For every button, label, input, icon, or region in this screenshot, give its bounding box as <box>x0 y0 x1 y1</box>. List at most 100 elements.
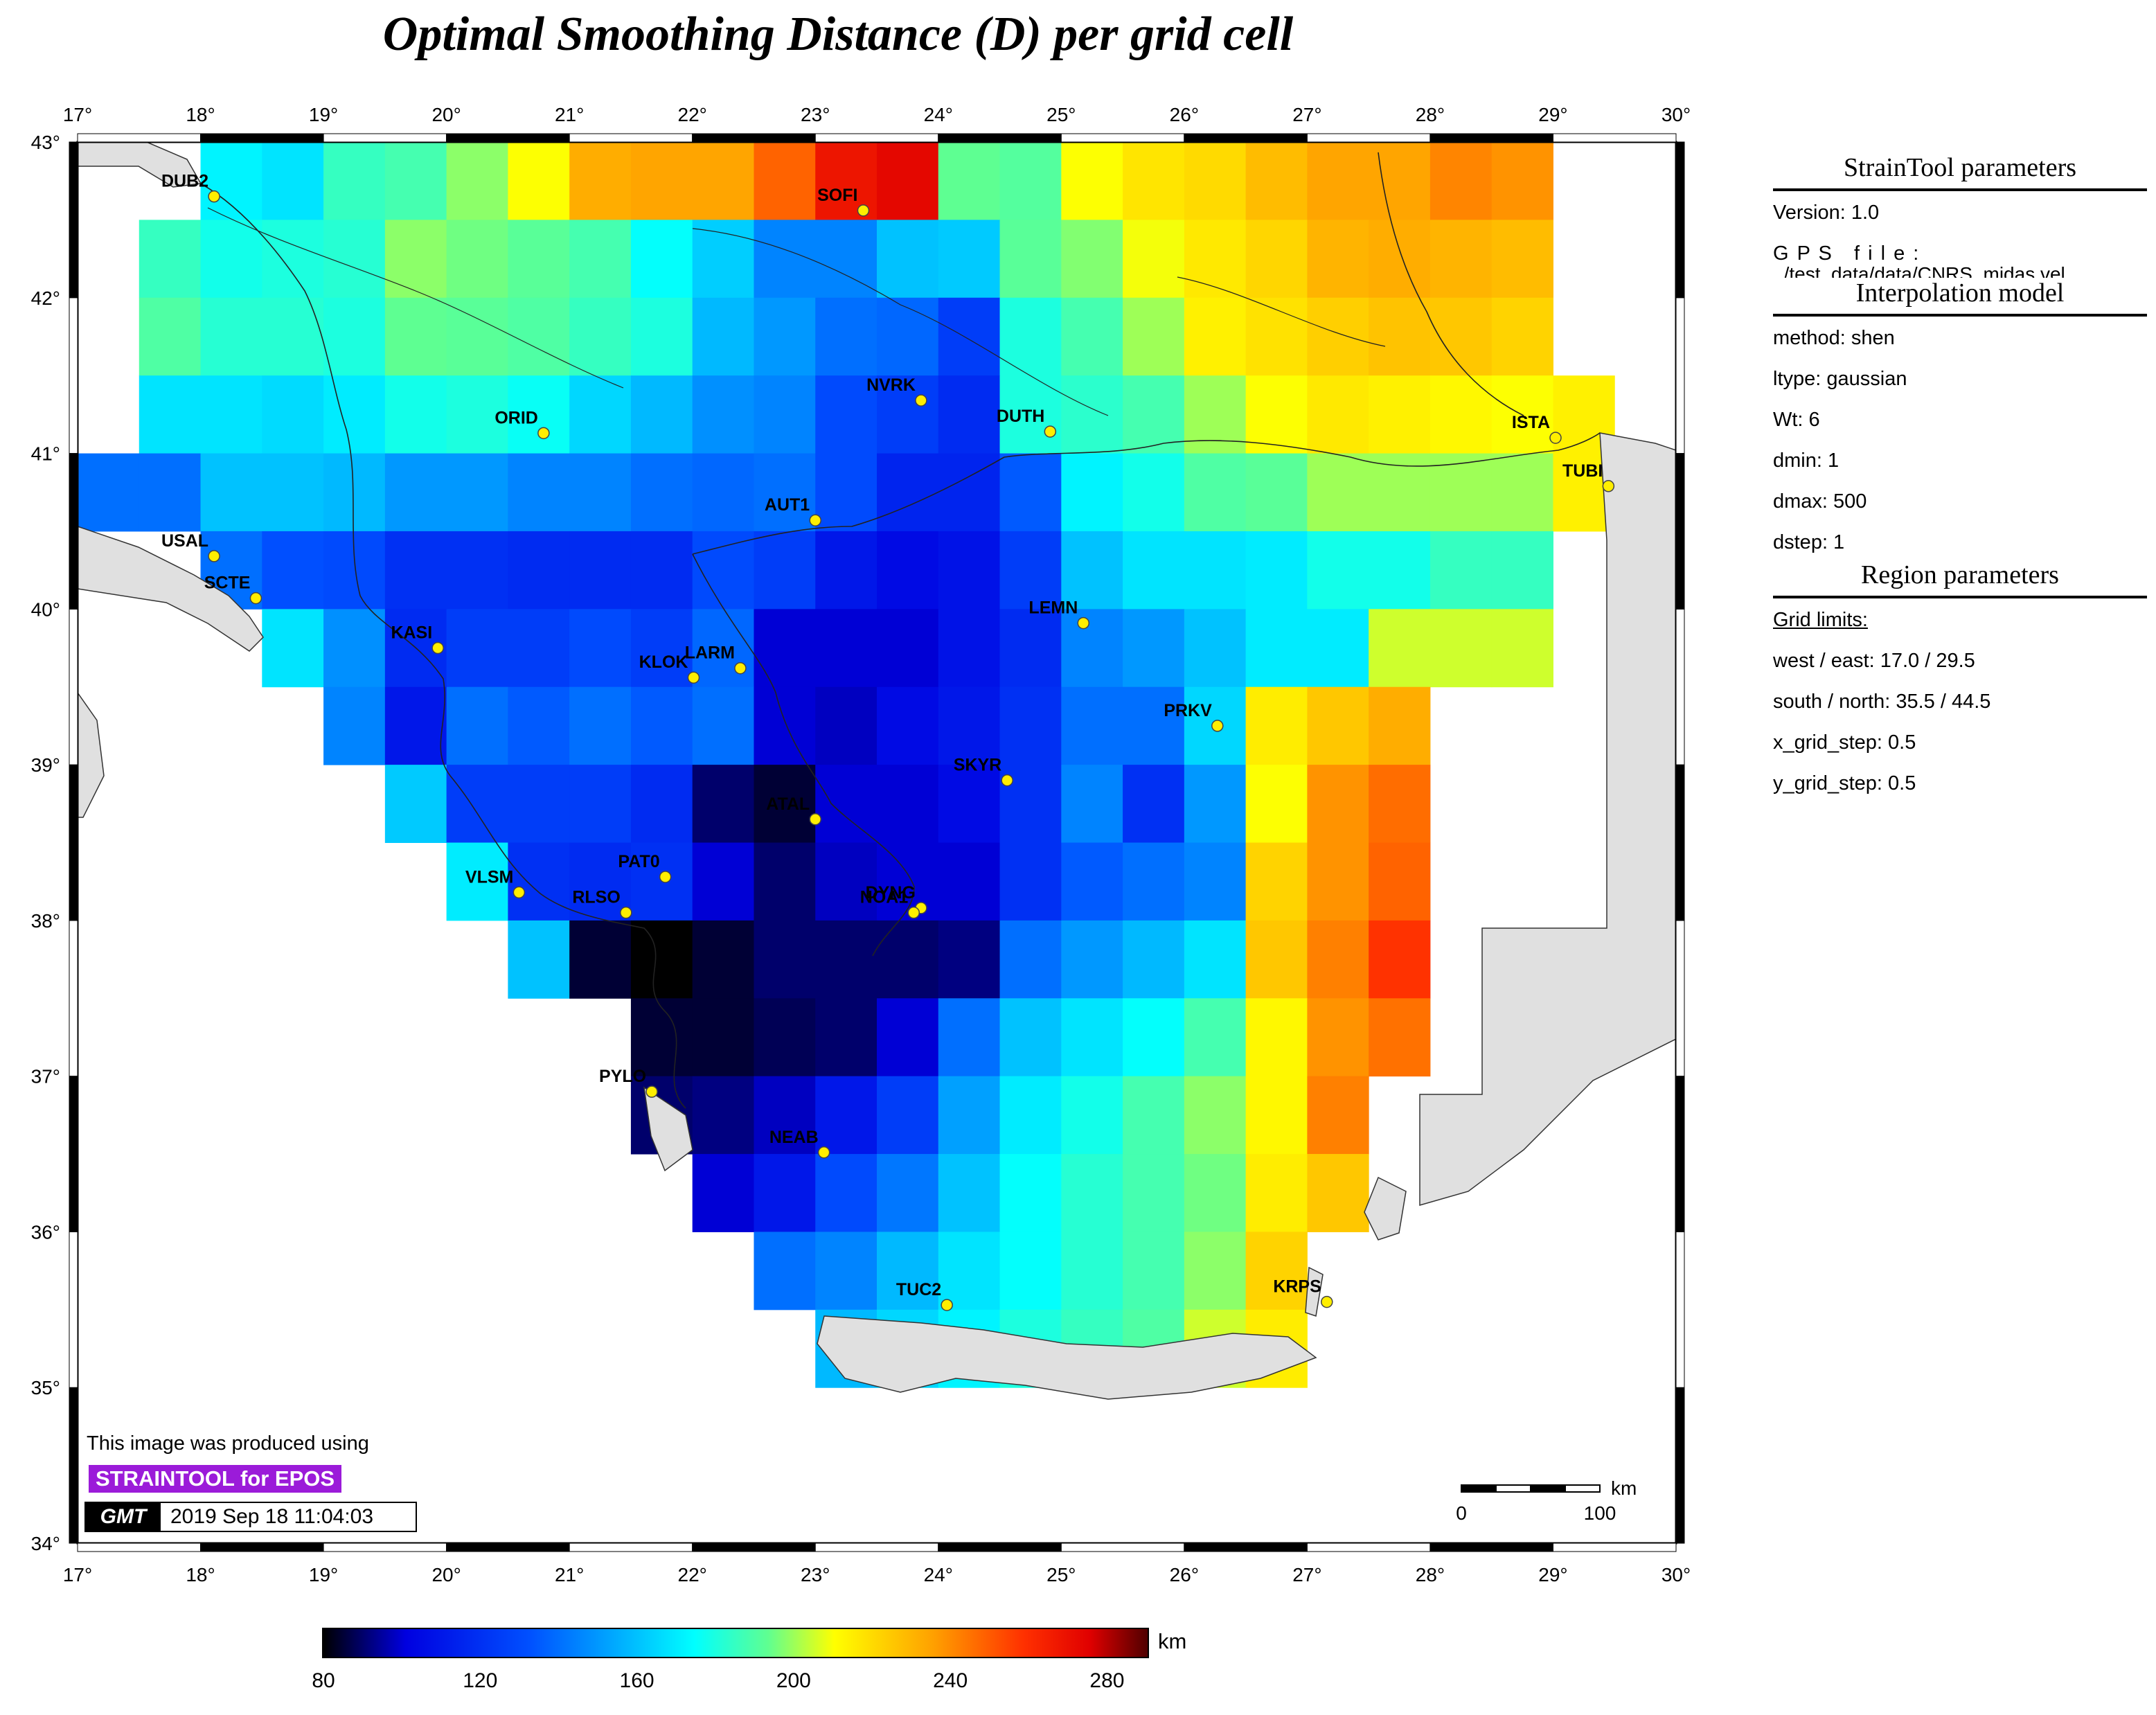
grid-cell <box>384 453 447 532</box>
scale-start-label: 0 <box>1456 1502 1467 1524</box>
grid-cell <box>1184 920 1247 999</box>
station-label: VLSM <box>465 867 513 887</box>
frame-segment <box>1675 453 1685 610</box>
grid-cell <box>1061 998 1123 1077</box>
grid-cell <box>938 686 1001 765</box>
grid-limits-text: Grid limits: <box>1773 610 1868 631</box>
grid-cell <box>754 531 816 610</box>
grid-cell <box>508 686 570 765</box>
station-label: AUT1 <box>765 495 810 515</box>
x-grid-step-text: x_grid_step: 0.5 <box>1773 732 1916 754</box>
grid-cell <box>999 297 1062 376</box>
grid-cell <box>569 686 632 765</box>
station-label: USAL <box>161 531 208 551</box>
map-frame <box>69 133 1685 1552</box>
grid-cell <box>446 297 508 376</box>
station-label: PYLO <box>599 1067 646 1086</box>
colorbar-tick-label: 200 <box>776 1669 811 1692</box>
grid-cell <box>323 142 386 220</box>
grid-cell <box>877 220 939 299</box>
grid-cell <box>938 531 1001 610</box>
grid-cell <box>569 842 632 921</box>
grid-cell <box>323 609 386 688</box>
grid-cell <box>999 842 1062 921</box>
frame-segment <box>446 133 570 143</box>
grid-cell <box>323 453 386 532</box>
frame-segment <box>200 1543 324 1552</box>
grid-cell <box>508 920 570 999</box>
west-east-text: west / east: 17.0 / 29.5 <box>1773 650 1975 672</box>
grid-cell <box>1245 609 1308 688</box>
longitude-tick-label: 25° <box>1046 1564 1076 1585</box>
grid-cell <box>1184 998 1247 1077</box>
grid-cell <box>1245 686 1308 765</box>
grid-cell <box>139 453 202 532</box>
grid-cell <box>630 609 693 688</box>
frame-segment <box>1552 133 1677 143</box>
frame-segment <box>1552 1543 1677 1552</box>
grid-cell <box>1123 531 1185 610</box>
station-marker <box>431 641 444 655</box>
grid-cell <box>1061 142 1123 220</box>
grid-cell <box>815 1154 877 1232</box>
grid-cell <box>1369 842 1431 921</box>
frame-segment <box>1675 764 1685 921</box>
straintool-parameters-title: StrainTool parameters <box>1773 152 2147 191</box>
grid-cell <box>938 765 1001 843</box>
grid-cell <box>446 765 508 843</box>
peloponnese-land <box>643 1086 693 1172</box>
grid-cell <box>938 842 1001 921</box>
longitude-tick-label: 20° <box>431 1564 461 1585</box>
station-marker <box>1211 720 1224 732</box>
grid-cell <box>1429 297 1493 376</box>
longitude-tick-label: 24° <box>924 104 953 125</box>
international-border <box>207 207 1386 416</box>
grid-cell <box>999 531 1062 610</box>
grid-cell <box>1061 1076 1123 1155</box>
version-text: Version: 1.0 <box>1773 202 1880 224</box>
longitude-tick-label: 17° <box>63 104 92 125</box>
latitude-tick-label: 41° <box>31 443 60 465</box>
grid-cell <box>1491 142 1553 220</box>
grid-cell <box>78 453 140 532</box>
grid-cell <box>877 765 939 843</box>
station-marker <box>907 906 920 919</box>
frame-segment <box>1675 297 1685 454</box>
latitude-tick-label: 37° <box>31 1066 60 1087</box>
grid-cell <box>754 1154 816 1232</box>
station-marker <box>659 871 672 883</box>
latitude-tick-label: 43° <box>31 132 60 153</box>
grid-cell <box>1245 531 1308 610</box>
grid-cells <box>78 142 1615 1388</box>
grid-cell <box>630 220 693 299</box>
ltype-text: ltype: gaussian <box>1773 368 1907 390</box>
grid-cell <box>692 531 754 610</box>
frame-segment <box>323 1543 447 1552</box>
frame-segment <box>69 608 78 765</box>
frame-segment <box>692 133 816 143</box>
longitude-tick-label: 30° <box>1661 104 1690 125</box>
frame-segment <box>69 1231 78 1388</box>
gps-file-path: ../test_data/data/CNRS_midas.vel <box>1773 264 2065 278</box>
grid-cell <box>1369 375 1431 454</box>
station-marker <box>208 190 220 203</box>
grid-cell <box>692 375 754 454</box>
grid-cell <box>630 765 693 843</box>
grid-cell <box>1184 1232 1247 1310</box>
frame-segment <box>69 920 78 1077</box>
station-label: ATAL <box>766 794 810 814</box>
grid-cell <box>200 297 262 376</box>
grid-cell <box>630 686 693 765</box>
grid-cell <box>815 297 877 376</box>
frame-segment <box>77 133 202 143</box>
grid-cell <box>1123 453 1185 532</box>
grid-cell <box>754 920 816 999</box>
frame-segment <box>1306 133 1431 143</box>
grid-cell <box>262 220 324 299</box>
grid-cell <box>999 1076 1062 1155</box>
grid-cell <box>877 297 939 376</box>
grid-cell <box>692 920 754 999</box>
grid-cell <box>938 142 1001 220</box>
station-label: LARM <box>685 643 735 663</box>
frame-segment <box>1675 1076 1685 1232</box>
